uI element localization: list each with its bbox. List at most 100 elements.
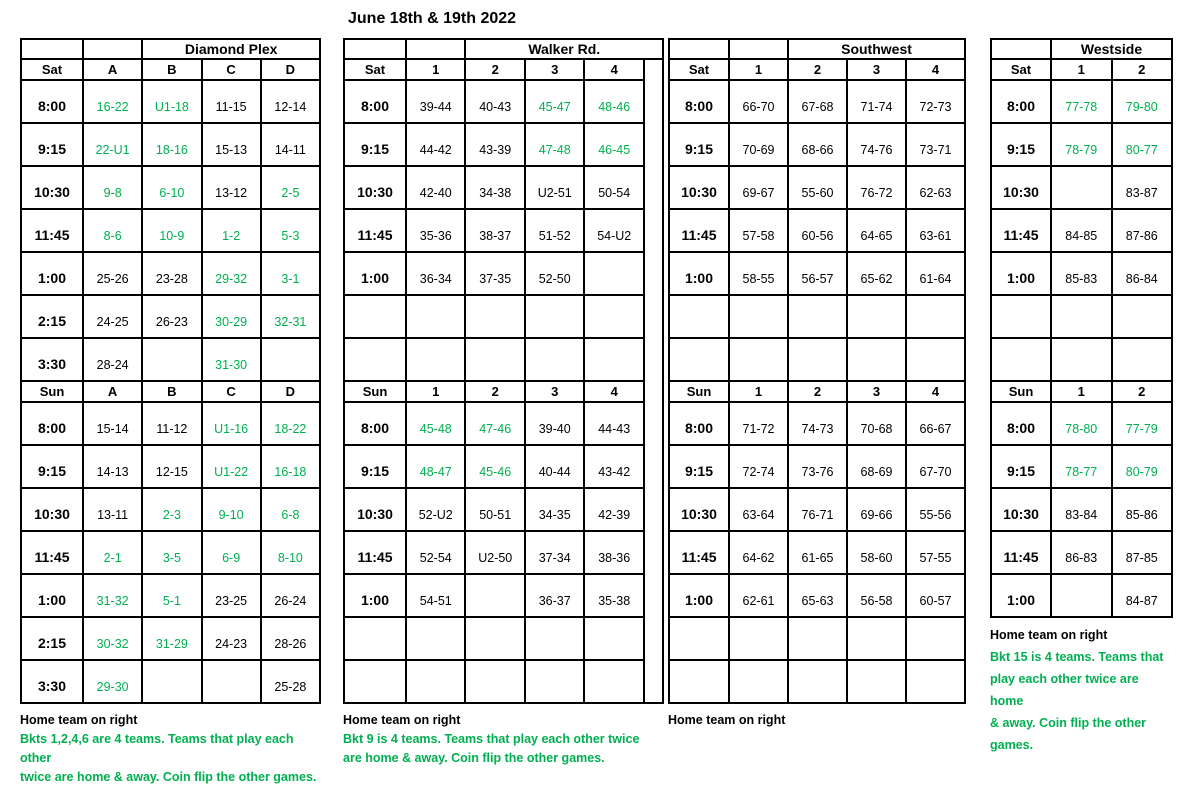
time-cell: 9:15 (20, 122, 84, 167)
time-cell (990, 337, 1052, 382)
game-cell (464, 616, 526, 661)
game-cell (1050, 337, 1113, 382)
time-cell: 1:00 (990, 573, 1052, 618)
game-cell: 1-2 (200, 208, 262, 253)
footer-southwest: Home team on right (668, 711, 966, 730)
game-cell: 70-68 (846, 401, 907, 446)
schedule-table-diamond-plex: Diamond Plex Sat A B C D 8:00 16-22 U1-18 11-15 12… (20, 38, 322, 704)
court-header: 3 (523, 380, 586, 403)
game-cell: 18-22 (259, 401, 322, 446)
game-cell: 67-68 (787, 79, 848, 124)
game-cell: 34-38 (464, 165, 526, 210)
game-cell: 66-70 (728, 79, 789, 124)
game-cell: 39-44 (404, 79, 467, 124)
game-cell: 3-1 (259, 251, 322, 296)
game-cell (846, 616, 907, 661)
game-cell: 12-15 (141, 444, 203, 489)
court-header: 3 (846, 380, 907, 403)
game-cell (200, 659, 262, 704)
game-cell: 11-12 (141, 401, 203, 446)
time-cell: 2:15 (20, 616, 84, 661)
game-cell: 31-29 (141, 616, 203, 661)
game-cell (846, 337, 907, 382)
footer-walker-rd: Home team on right Bkt 9 is 4 teams. Team… (343, 711, 664, 768)
game-cell: 69-67 (728, 165, 789, 210)
game-cell: 71-72 (728, 401, 789, 446)
time-cell: 3:30 (20, 659, 84, 704)
game-cell: 34-35 (523, 487, 586, 532)
game-cell (259, 337, 322, 382)
game-cell (523, 294, 586, 339)
game-cell (583, 294, 645, 339)
time-cell: 10:30 (990, 165, 1052, 210)
time-cell (668, 616, 730, 661)
time-cell: 1:00 (990, 251, 1052, 296)
time-cell: 1:00 (343, 251, 407, 296)
game-cell: 37-35 (464, 251, 526, 296)
time-cell: 11:45 (20, 530, 84, 575)
court-header: 4 (583, 58, 645, 81)
game-cell (728, 616, 789, 661)
day-header-sat: Sat (20, 58, 84, 81)
game-cell (1110, 294, 1173, 339)
bracket-note-line: Bkts 1,2,4,6 are 4 teams. Teams that pla… (20, 732, 294, 765)
game-cell: 30-32 (81, 616, 144, 661)
game-cell: 24-23 (200, 616, 262, 661)
time-cell: 9:15 (668, 444, 730, 489)
game-cell (583, 337, 645, 382)
game-cell: 14-11 (259, 122, 322, 167)
corner-cell (668, 38, 730, 60)
time-cell: 10:30 (20, 165, 84, 210)
venue-westside: Westside Sat 1 2 8:00 77-78 79-80 9:15 78-79 80-7… (990, 38, 1173, 756)
court-header: B (141, 380, 203, 403)
game-cell: 15-14 (81, 401, 144, 446)
court-header: 2 (1110, 58, 1173, 81)
game-cell: 18-16 (141, 122, 203, 167)
game-cell: 23-28 (141, 251, 203, 296)
game-cell (523, 659, 586, 704)
time-cell: 11:45 (343, 530, 407, 575)
game-cell: 8-6 (81, 208, 144, 253)
game-cell (728, 337, 789, 382)
time-cell: 8:00 (668, 79, 730, 124)
game-cell: 35-38 (583, 573, 645, 618)
game-cell: 10-9 (141, 208, 203, 253)
game-cell: 39-40 (523, 401, 586, 446)
game-cell: U2-50 (464, 530, 526, 575)
game-cell: 63-64 (728, 487, 789, 532)
game-cell: 85-86 (1110, 487, 1173, 532)
game-cell: 71-74 (846, 79, 907, 124)
court-header: 1 (728, 58, 789, 81)
time-cell: 10:30 (990, 487, 1052, 532)
game-cell: 76-72 (846, 165, 907, 210)
game-cell: 14-13 (81, 444, 144, 489)
game-cell: 32-31 (259, 294, 322, 339)
game-cell: 60-56 (787, 208, 848, 253)
day-header-sun: Sun (343, 380, 407, 403)
game-cell: 51-52 (523, 208, 586, 253)
game-cell: 57-58 (728, 208, 789, 253)
time-cell (668, 294, 730, 339)
court-header: D (259, 58, 322, 81)
game-cell: 74-73 (787, 401, 848, 446)
game-cell: 73-76 (787, 444, 848, 489)
venue-header: Walker Rd. (464, 38, 664, 60)
game-cell: 5-1 (141, 573, 203, 618)
game-cell: 64-62 (728, 530, 789, 575)
time-cell: 11:45 (990, 208, 1052, 253)
game-cell (905, 616, 966, 661)
game-cell (787, 659, 848, 704)
game-cell: 54-51 (404, 573, 467, 618)
time-cell (668, 659, 730, 704)
game-cell: 25-28 (259, 659, 322, 704)
corner-cell (343, 38, 407, 60)
game-cell: 45-47 (523, 79, 586, 124)
footer-westside: Home team on right Bkt 15 is 4 teams. Tea… (990, 625, 1173, 756)
game-cell: 47-46 (464, 401, 526, 446)
game-cell: 44-42 (404, 122, 467, 167)
game-cell (905, 294, 966, 339)
time-cell: 1:00 (20, 251, 84, 296)
game-cell: 87-85 (1110, 530, 1173, 575)
game-cell: 85-83 (1050, 251, 1113, 296)
